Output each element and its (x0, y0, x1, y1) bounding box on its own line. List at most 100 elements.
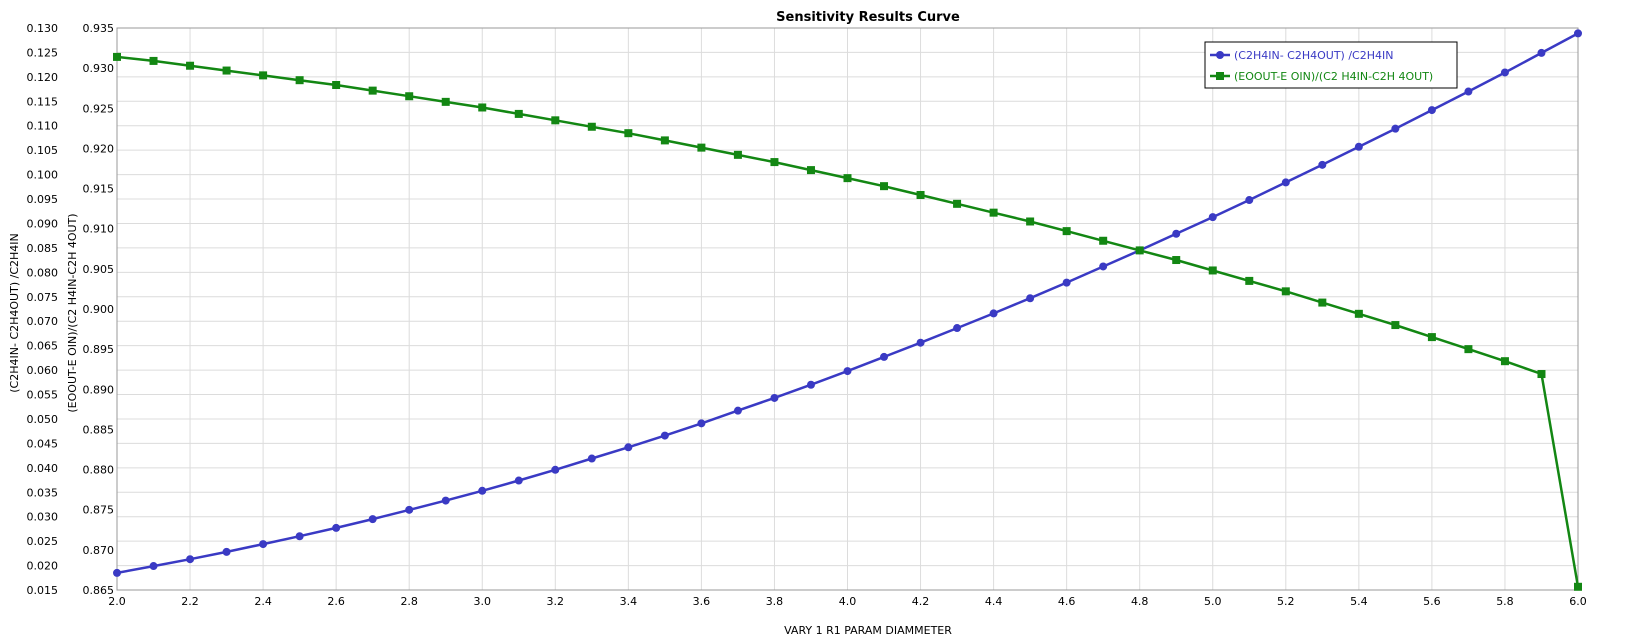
x-tick-label: 2.4 (254, 595, 272, 608)
left-tick-label: 0.050 (27, 413, 59, 426)
left-tick-label: 0.070 (27, 315, 59, 328)
data-point-series-1 (1318, 160, 1327, 169)
left-tick-label: 0.085 (27, 242, 59, 255)
data-point-series-2 (953, 199, 962, 208)
data-point-series-1 (806, 380, 815, 389)
left-tick-label: 0.095 (27, 193, 59, 206)
left-tick-label: 0.035 (27, 486, 59, 499)
x-tick-label: 4.0 (839, 595, 857, 608)
data-point-series-1 (1208, 213, 1217, 222)
second-axis-tick-label: 0.920 (83, 142, 115, 155)
left-tick-label: 0.080 (27, 266, 59, 279)
second-axis-tick-label: 0.885 (83, 423, 115, 436)
data-point-series-2 (259, 71, 268, 80)
data-point-series-2 (186, 61, 195, 70)
data-point-series-1 (332, 523, 341, 532)
left-tick-label: 0.100 (27, 169, 59, 182)
data-point-series-2 (1318, 298, 1327, 307)
data-point-series-2 (149, 56, 158, 65)
data-point-series-2 (1099, 236, 1108, 245)
data-point-series-2 (1135, 246, 1144, 255)
data-point-series-2 (113, 52, 121, 61)
data-point-series-1 (295, 532, 304, 541)
data-point-series-2 (222, 66, 231, 75)
data-point-series-2 (1427, 333, 1436, 342)
x-axis-label: VARY 1 R1 PARAM DIAMMETER (784, 624, 952, 637)
data-point-series-2 (1172, 256, 1181, 265)
left-tick-label: 0.115 (27, 95, 59, 108)
data-point-series-2 (405, 92, 414, 101)
left-tick-label: 0.055 (27, 389, 59, 402)
x-tick-label: 5.4 (1350, 595, 1368, 608)
second-axis-tick-label: 0.930 (83, 62, 115, 75)
second-axis-tick-label: 0.905 (83, 263, 115, 276)
x-tick-label: 3.4 (620, 595, 638, 608)
data-point-series-2 (1537, 370, 1546, 379)
data-point-series-2 (697, 143, 706, 152)
data-point-series-2 (916, 190, 925, 199)
x-tick-label: 3.8 (766, 595, 784, 608)
data-point-series-2 (624, 129, 633, 138)
left-tick-label: 0.090 (27, 217, 59, 230)
x-tick-label: 3.2 (547, 595, 565, 608)
x-tick-label: 5.2 (1277, 595, 1295, 608)
data-point-series-1 (1026, 294, 1035, 303)
data-point-series-1 (1354, 142, 1363, 151)
left-tick-label: 0.040 (27, 462, 59, 475)
data-point-series-2 (295, 76, 304, 85)
data-point-series-2 (1500, 357, 1509, 366)
data-point-series-2 (587, 122, 596, 131)
second-axis-tick-label: 0.925 (83, 102, 115, 115)
x-tick-label: 3.0 (474, 595, 492, 608)
left-tick-label: 0.065 (27, 340, 59, 353)
x-tick-label: 2.8 (400, 595, 418, 608)
x-tick-label: 5.0 (1204, 595, 1222, 608)
x-tick-label: 4.4 (985, 595, 1003, 608)
data-point-series-2 (332, 81, 341, 90)
x-tick-label: 2.6 (327, 595, 345, 608)
second-axis-tick-label: 0.900 (83, 303, 115, 316)
x-tick-label: 2.0 (108, 595, 126, 608)
data-point-series-1 (1099, 262, 1108, 271)
legend: (C2H4IN- C2H4OUT) /C2H4IN (EOOUT-E OIN)/… (1204, 41, 1458, 89)
data-point-series-1 (1391, 124, 1400, 133)
data-point-series-1 (1574, 29, 1582, 38)
second-axis-label: (EOOUT-E OIN)/(C2 H4IN-C2H 4OUT) (66, 213, 79, 412)
data-point-series-1 (587, 454, 596, 463)
left-tick-label: 0.075 (27, 291, 59, 304)
data-point-series-1 (1537, 48, 1546, 57)
x-tick-label: 5.6 (1423, 595, 1441, 608)
data-point-series-1 (149, 562, 158, 571)
left-tick-label: 0.030 (27, 511, 59, 524)
legend-box (1204, 41, 1458, 89)
left-tick-label: 0.020 (27, 560, 59, 573)
second-axis-tick-label: 0.895 (83, 343, 115, 356)
data-point-series-2 (806, 166, 815, 175)
data-point-series-2 (1245, 276, 1254, 285)
x-tick-label: 3.6 (693, 595, 711, 608)
data-point-series-2 (514, 109, 523, 118)
data-point-series-1 (186, 555, 195, 564)
second-axis-tick-label: 0.935 (83, 22, 115, 35)
second-axis-tick-label: 0.915 (83, 183, 115, 196)
data-point-series-1 (916, 338, 925, 347)
second-axis-tick-label: 0.870 (83, 544, 115, 557)
legend-label-series-1: (C2H4IN- C2H4OUT) /C2H4IN (1234, 49, 1393, 62)
left-axis-label: (C2H4IN- C2H4OUT) /C2H4IN (8, 233, 21, 392)
left-tick-label: 0.105 (27, 144, 59, 157)
second-axis-tick-label: 0.890 (83, 383, 115, 396)
second-axis-tick-label: 0.880 (83, 464, 115, 477)
data-point-series-1 (405, 505, 414, 514)
data-point-series-2 (368, 86, 377, 95)
data-point-series-2 (1026, 217, 1035, 226)
data-point-series-2 (1464, 345, 1473, 354)
data-point-series-2 (1574, 582, 1582, 591)
x-axis-ticks: 2.0 2.2 2.4 2.6 2.8 3.0 3.2 3.4 3.6 3.8 4.0 4.2 4.4 4… (108, 595, 1587, 608)
chart-title: Sensitivity Results Curve (776, 10, 960, 25)
data-point-series-1 (697, 419, 706, 428)
legend-marker-series-2 (1216, 72, 1224, 80)
legend-label-series-2: (EOOUT-E OIN)/(C2 H4IN-C2H 4OUT) (1234, 70, 1433, 83)
data-point-series-1 (222, 547, 231, 556)
data-point-series-1 (1062, 278, 1071, 287)
